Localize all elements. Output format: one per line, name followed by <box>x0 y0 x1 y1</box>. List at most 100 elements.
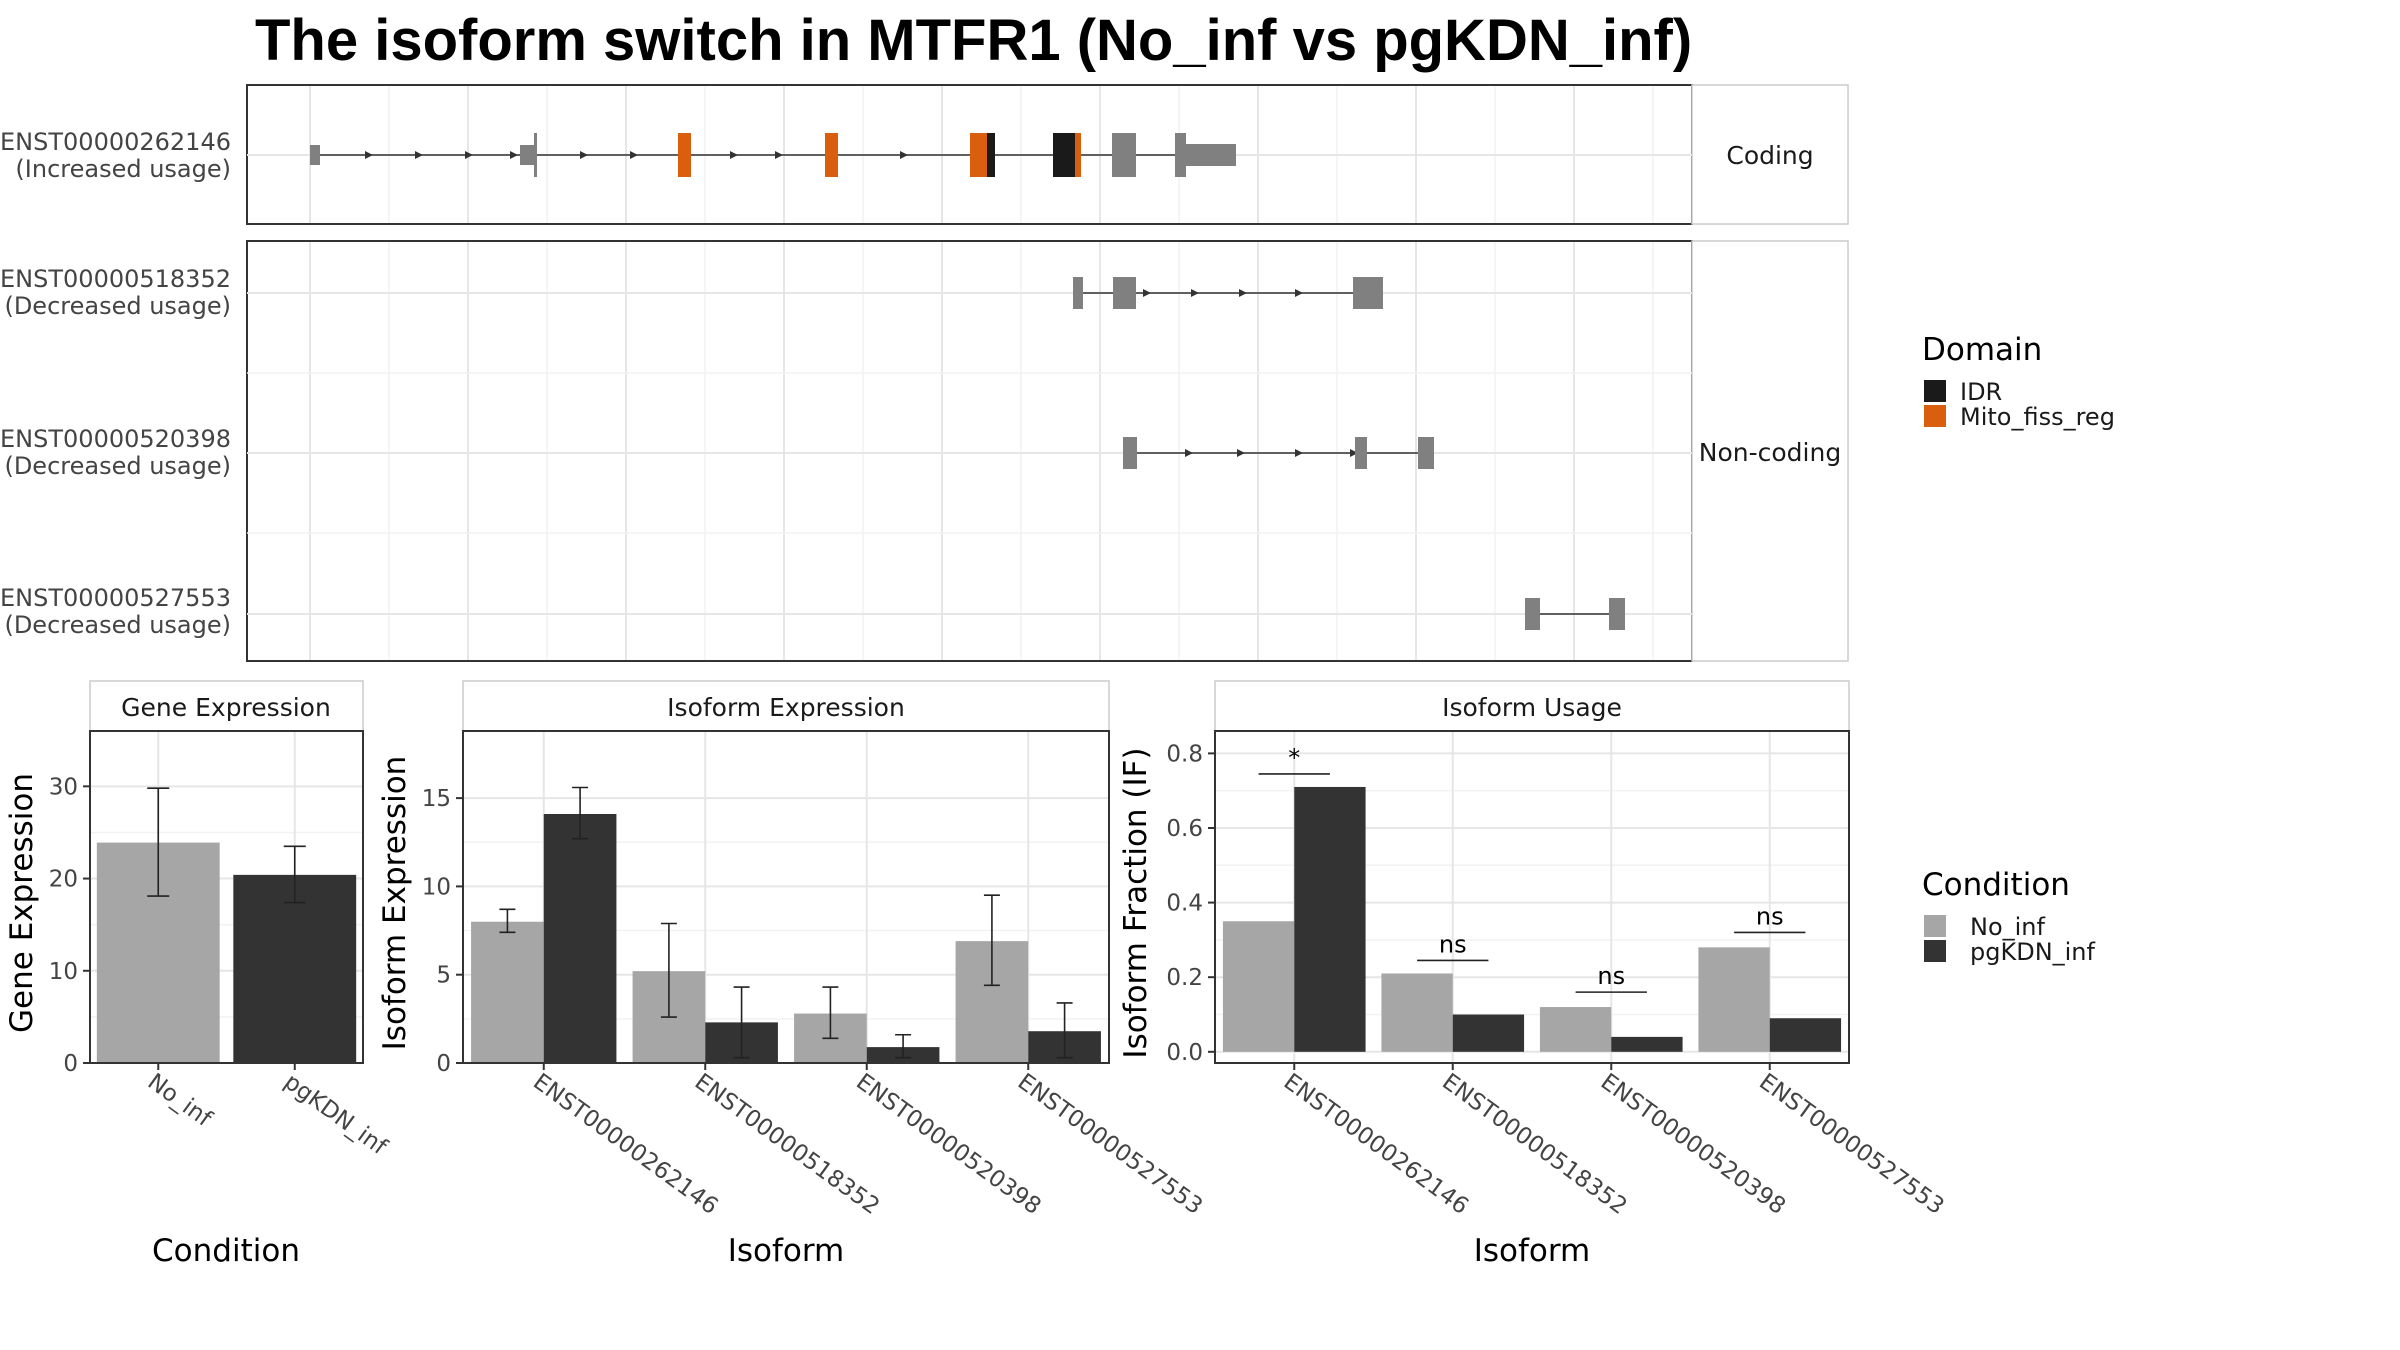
exon-mito-fiss-reg-domain <box>678 133 691 177</box>
intron-direction-arrow <box>900 151 908 159</box>
gene-expression-strip-label: Gene Expression <box>121 693 331 722</box>
isoform-2-id: ENST00000518352 <box>0 265 231 293</box>
significance-label: ns <box>1597 962 1625 990</box>
intron-direction-arrow <box>1143 289 1151 297</box>
plot-panel-border <box>89 730 364 1064</box>
exon-block <box>1073 277 1083 309</box>
exon-idr-domain <box>987 133 995 177</box>
intron-direction-arrow <box>415 151 423 159</box>
legend-swatch-idr <box>1924 380 1946 402</box>
intron-direction-arrow <box>1185 449 1193 457</box>
gene-structure-plot: Coding Non-coding ENST00000262146 (Incre… <box>0 84 1849 662</box>
y-tick-label: 0.2 <box>1166 965 1203 991</box>
y-tick-label: 0.6 <box>1166 816 1203 842</box>
intron-direction-arrow <box>775 151 783 159</box>
y-tick-label: 10 <box>422 874 451 900</box>
bar-pgkdn-inf <box>543 814 617 1063</box>
intron-direction-arrow <box>580 151 588 159</box>
exon-block <box>1353 277 1383 309</box>
gene-expression-xlabel: Condition <box>152 1233 300 1269</box>
bar-pgkdn-inf <box>233 874 357 1063</box>
intron-direction-arrow <box>465 151 473 159</box>
x-tick-label: No_inf <box>143 1069 217 1133</box>
noncoding-facet-label: Non-coding <box>1699 438 1841 467</box>
legend-swatch-pgkdn-inf <box>1924 940 1946 962</box>
legend-swatch-mito-fiss-reg <box>1924 405 1946 427</box>
intron-direction-arrow <box>1295 289 1303 297</box>
exon-block <box>1112 133 1136 177</box>
exon-block <box>1175 133 1186 177</box>
isoform-1-usage: (Increased usage) <box>15 155 231 183</box>
exon-block <box>1186 144 1236 166</box>
exon-mito-fiss-reg-domain <box>970 133 987 177</box>
coding-facet-label: Coding <box>1726 141 1813 170</box>
y-tick-label: 0.8 <box>1166 741 1203 767</box>
gene-expression-chart: Gene Expression 0 10 20 30 No_inf pgKDN_inf C… <box>4 680 392 1269</box>
intron-direction-arrow <box>1295 449 1303 457</box>
isoform-usage-xlabel: Isoform <box>1474 1233 1591 1269</box>
plot-panel-border <box>462 730 1110 1064</box>
legend-label-mito-fiss-reg: Mito_fiss_reg <box>1960 403 2115 431</box>
isoform-expression-xlabel: Isoform <box>728 1233 845 1269</box>
isoform-expression-strip-label: Isoform Expression <box>667 693 905 722</box>
bar-no-inf <box>1539 1007 1612 1052</box>
intron-direction-arrow <box>1350 449 1358 457</box>
isoform-usage-ylabel: Isoform Fraction (IF) <box>1118 747 1154 1058</box>
coding-strip <box>1691 84 1849 225</box>
y-tick-label: 5 <box>436 963 451 989</box>
isoform-4-id: ENST00000527553 <box>0 584 231 612</box>
intron-direction-arrow <box>365 151 373 159</box>
exon-idr-domain <box>1053 133 1075 177</box>
isoform-1-id: ENST00000262146 <box>0 128 231 156</box>
isoform-2-usage: (Decreased usage) <box>4 292 231 320</box>
intron-direction-arrow <box>730 151 738 159</box>
bar-no-inf <box>1381 973 1453 1052</box>
gene-expression-strip <box>89 680 364 732</box>
bar-no-inf <box>1222 921 1295 1052</box>
exon-block <box>534 133 537 177</box>
intron-direction-arrow <box>1191 289 1199 297</box>
y-tick-label: 0 <box>63 1051 78 1077</box>
exon-block <box>1418 437 1434 469</box>
gene-expression-ylabel: Gene Expression <box>4 773 40 1033</box>
figure-title: The isoform switch in MTFR1 (No_inf vs p… <box>255 8 1692 73</box>
exon-block <box>1525 598 1540 630</box>
y-tick-label: 30 <box>49 774 78 800</box>
isoform-expression-strip <box>462 680 1110 732</box>
y-tick-label: 15 <box>422 786 451 812</box>
intron-direction-arrow <box>1239 289 1247 297</box>
significance-label: * <box>1288 744 1300 772</box>
isoform-4-usage: (Decreased usage) <box>4 611 231 639</box>
intron-direction-arrow <box>510 151 518 159</box>
y-tick-label: 10 <box>49 959 78 985</box>
structure-marks <box>310 133 1625 630</box>
noncoding-strip <box>1691 240 1849 662</box>
legend-label-pgkdn-inf: pgKDN_inf <box>1970 938 2096 966</box>
intron-direction-arrow <box>1237 449 1245 457</box>
y-tick-label: 0 <box>436 1051 451 1077</box>
noncoding-panel <box>246 240 1693 662</box>
exon-block <box>1355 437 1367 469</box>
legend-swatch-no-inf <box>1924 915 1946 937</box>
isoform-usage-strip <box>1214 680 1850 732</box>
isoform-usage-chart: Isoform Usage *nsnsns0.00.20.40.60.8ENST… <box>1118 680 1949 1269</box>
bar-pgkdn-inf <box>1452 1014 1525 1052</box>
domain-legend-title: Domain <box>1922 332 2042 368</box>
domain-legend: Domain IDR Mito_fiss_reg <box>1922 332 2115 431</box>
exon-mito-fiss-reg-domain <box>825 133 838 177</box>
bar-no-inf <box>471 921 544 1063</box>
condition-legend: Condition No_inf pgKDN_inf <box>1922 867 2096 966</box>
plot-panel-border <box>1214 730 1850 1064</box>
x-tick-label: pgKDN_inf <box>279 1069 392 1161</box>
condition-legend-title: Condition <box>1922 867 2070 903</box>
exon-block <box>1123 437 1137 469</box>
legend-label-idr: IDR <box>1960 378 2002 406</box>
bar-no-inf <box>1698 947 1770 1052</box>
isoform-expression-chart: Isoform Expression 051015ENST00000262146… <box>377 680 1207 1269</box>
exon-block <box>520 145 537 165</box>
bar-pgkdn-inf <box>1769 1018 1842 1052</box>
intron-direction-arrow <box>630 151 638 159</box>
y-tick-label: 0.0 <box>1166 1040 1203 1066</box>
isoform-usage-strip-label: Isoform Usage <box>1442 693 1622 722</box>
